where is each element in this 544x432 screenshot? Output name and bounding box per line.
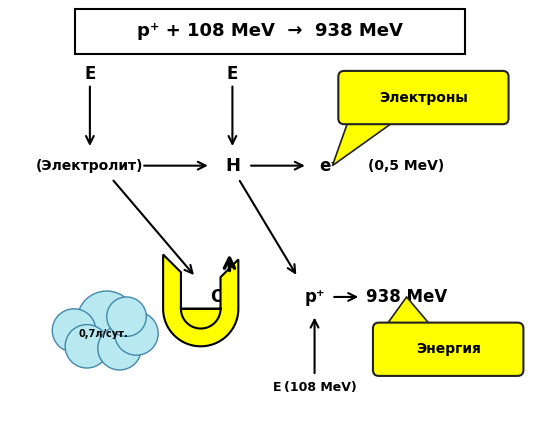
Circle shape (52, 309, 96, 352)
Text: (0,5 MeV): (0,5 MeV) (368, 159, 445, 173)
Text: 938 MeV: 938 MeV (366, 288, 447, 306)
Text: Электроны: Электроны (379, 91, 468, 105)
Text: E: E (227, 65, 238, 83)
Circle shape (98, 327, 141, 370)
Text: O₂: O₂ (210, 288, 231, 306)
Circle shape (107, 297, 146, 337)
Text: Энергия: Энергия (416, 342, 480, 356)
Circle shape (77, 291, 137, 350)
FancyBboxPatch shape (75, 9, 465, 54)
Polygon shape (384, 297, 434, 328)
Text: p⁺ + 108 MeV  →  938 MeV: p⁺ + 108 MeV → 938 MeV (137, 22, 403, 41)
Text: E (108 MeV): E (108 MeV) (273, 381, 356, 394)
Polygon shape (332, 118, 399, 165)
Circle shape (115, 312, 158, 355)
Text: (Электролит): (Электролит) (36, 159, 144, 173)
Text: H: H (225, 157, 240, 175)
Circle shape (65, 324, 109, 368)
Polygon shape (163, 254, 238, 346)
Text: p⁺: p⁺ (304, 288, 325, 306)
FancyBboxPatch shape (373, 323, 523, 376)
FancyBboxPatch shape (338, 71, 509, 124)
Text: e⁻: e⁻ (319, 157, 339, 175)
Text: 0,7л/сут.: 0,7л/сут. (79, 330, 128, 340)
Text: E: E (84, 65, 96, 83)
